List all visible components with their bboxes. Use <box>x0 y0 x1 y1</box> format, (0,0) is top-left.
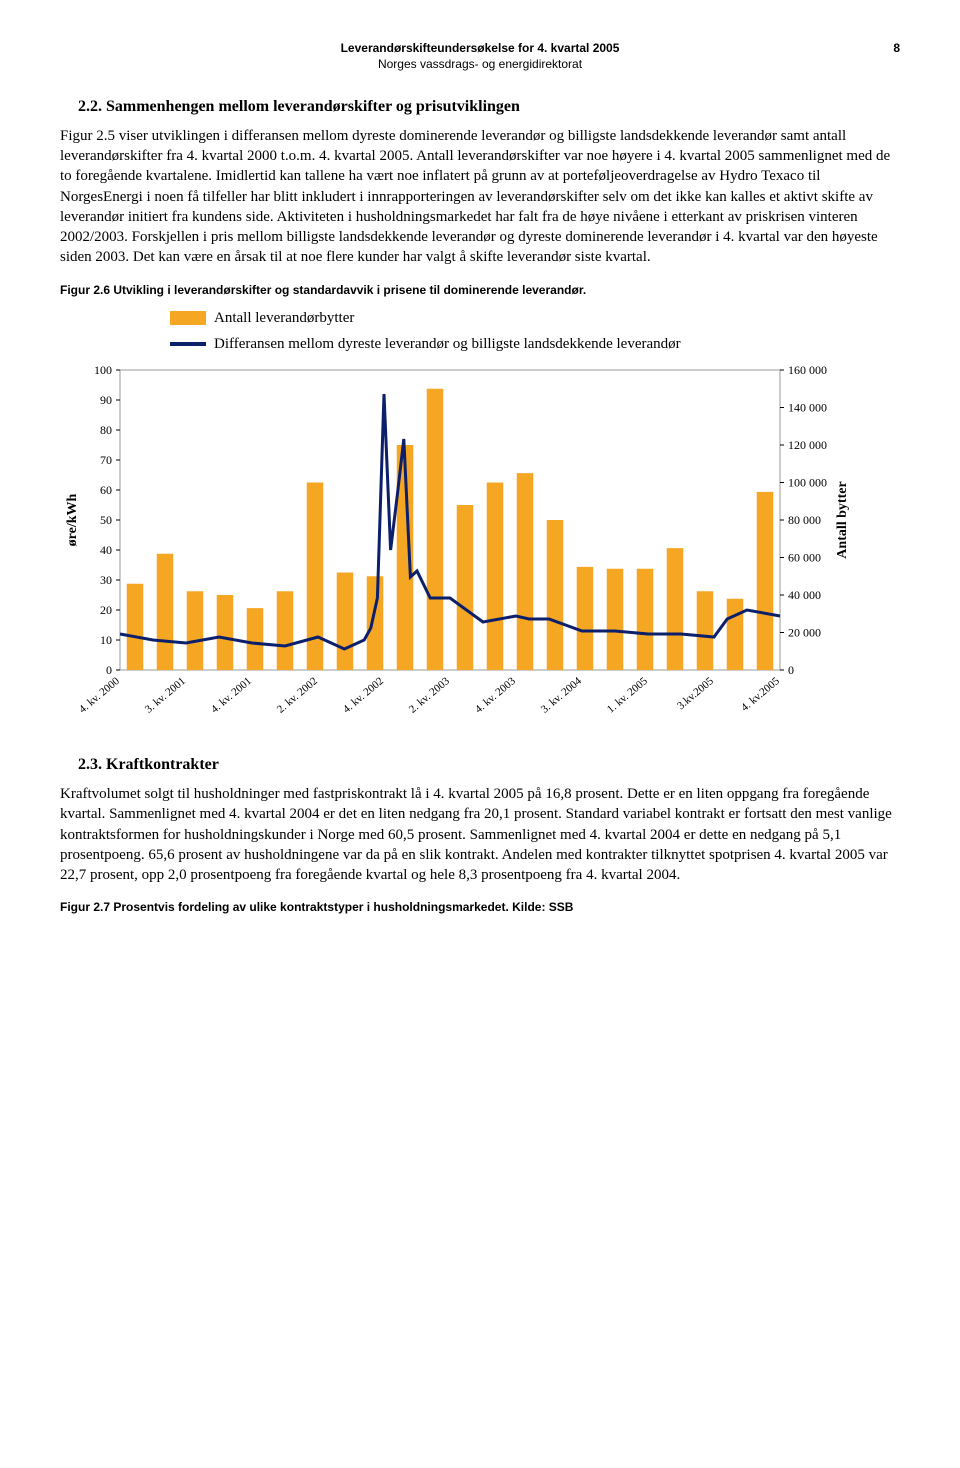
section-2-2-body: Figur 2.5 viser utviklingen i differanse… <box>60 126 900 268</box>
svg-text:80 000: 80 000 <box>788 513 821 527</box>
svg-text:120 000: 120 000 <box>788 438 827 452</box>
figure-2-7-caption: Figur 2.7 Prosentvis fordeling av ulike … <box>60 899 900 915</box>
figure-2-6-chart: 0 10 20 30 40 50 60 70 80 90 100 0 20 000 40 000 60 00… <box>60 360 860 740</box>
legend-bars-label: Antall leverandørbytter <box>214 308 354 328</box>
svg-text:140 000: 140 000 <box>788 401 827 415</box>
bar-swatch-icon <box>170 311 206 325</box>
svg-text:1. kv. 2005: 1. kv. 2005 <box>605 675 650 716</box>
svg-text:40 000: 40 000 <box>788 588 821 602</box>
svg-text:3.kv.2005: 3.kv.2005 <box>675 675 716 712</box>
svg-text:30: 30 <box>100 573 112 587</box>
chart-legend: Antall leverandørbytter Differansen mell… <box>170 308 900 355</box>
svg-text:4. kv. 2000: 4. kv. 2000 <box>77 675 122 716</box>
svg-text:60 000: 60 000 <box>788 551 821 565</box>
svg-text:4. kv. 2002: 4. kv. 2002 <box>341 676 386 717</box>
svg-text:40: 40 <box>100 543 112 557</box>
svg-text:øre/kWh: øre/kWh <box>65 494 80 547</box>
svg-text:160 000: 160 000 <box>788 363 827 377</box>
svg-text:100: 100 <box>94 363 112 377</box>
svg-text:2. kv. 2003: 2. kv. 2003 <box>407 675 452 716</box>
svg-text:0: 0 <box>106 663 112 677</box>
svg-text:3. kv. 2004: 3. kv. 2004 <box>539 675 584 716</box>
svg-text:3. kv. 2001: 3. kv. 2001 <box>143 676 188 717</box>
svg-text:20 000: 20 000 <box>788 626 821 640</box>
svg-text:50: 50 <box>100 513 112 527</box>
legend-bars: Antall leverandørbytter <box>170 308 900 328</box>
svg-text:70: 70 <box>100 453 112 467</box>
svg-text:80: 80 <box>100 423 112 437</box>
section-2-2-heading: 2.2. Sammenhengen mellom leverandørskift… <box>78 96 900 118</box>
svg-text:60: 60 <box>100 483 112 497</box>
section-2-3-body: Kraftvolumet solgt til husholdninger med… <box>60 784 900 885</box>
svg-text:2. kv. 2002: 2. kv. 2002 <box>275 676 320 717</box>
svg-text:10: 10 <box>100 633 112 647</box>
line-swatch-icon <box>170 342 206 346</box>
svg-text:4. kv. 2003: 4. kv. 2003 <box>473 675 518 716</box>
svg-text:4. kv. 2001: 4. kv. 2001 <box>209 676 254 717</box>
header-title: Leverandørskifteundersøkelse for 4. kvar… <box>60 40 900 56</box>
legend-line-label: Differansen mellom dyreste leverandør og… <box>214 334 681 354</box>
page-number: 8 <box>893 40 900 56</box>
figure-2-6-caption: Figur 2.6 Utvikling i leverandørskifter … <box>60 282 900 298</box>
chart-svg: 0 10 20 30 40 50 60 70 80 90 100 0 20 000 40 000 60 00… <box>60 360 860 740</box>
svg-text:20: 20 <box>100 603 112 617</box>
legend-line: Differansen mellom dyreste leverandør og… <box>170 334 900 354</box>
svg-text:100 000: 100 000 <box>788 476 827 490</box>
svg-text:Antall bytter: Antall bytter <box>835 482 850 559</box>
header-subtitle: Norges vassdrags- og energidirektorat <box>60 56 900 72</box>
svg-text:90: 90 <box>100 393 112 407</box>
page-header: Leverandørskifteundersøkelse for 4. kvar… <box>60 40 900 72</box>
svg-text:4. kv.2005: 4. kv.2005 <box>739 675 782 714</box>
section-2-3-heading: 2.3. Kraftkontrakter <box>78 754 900 776</box>
svg-text:0: 0 <box>788 663 794 677</box>
